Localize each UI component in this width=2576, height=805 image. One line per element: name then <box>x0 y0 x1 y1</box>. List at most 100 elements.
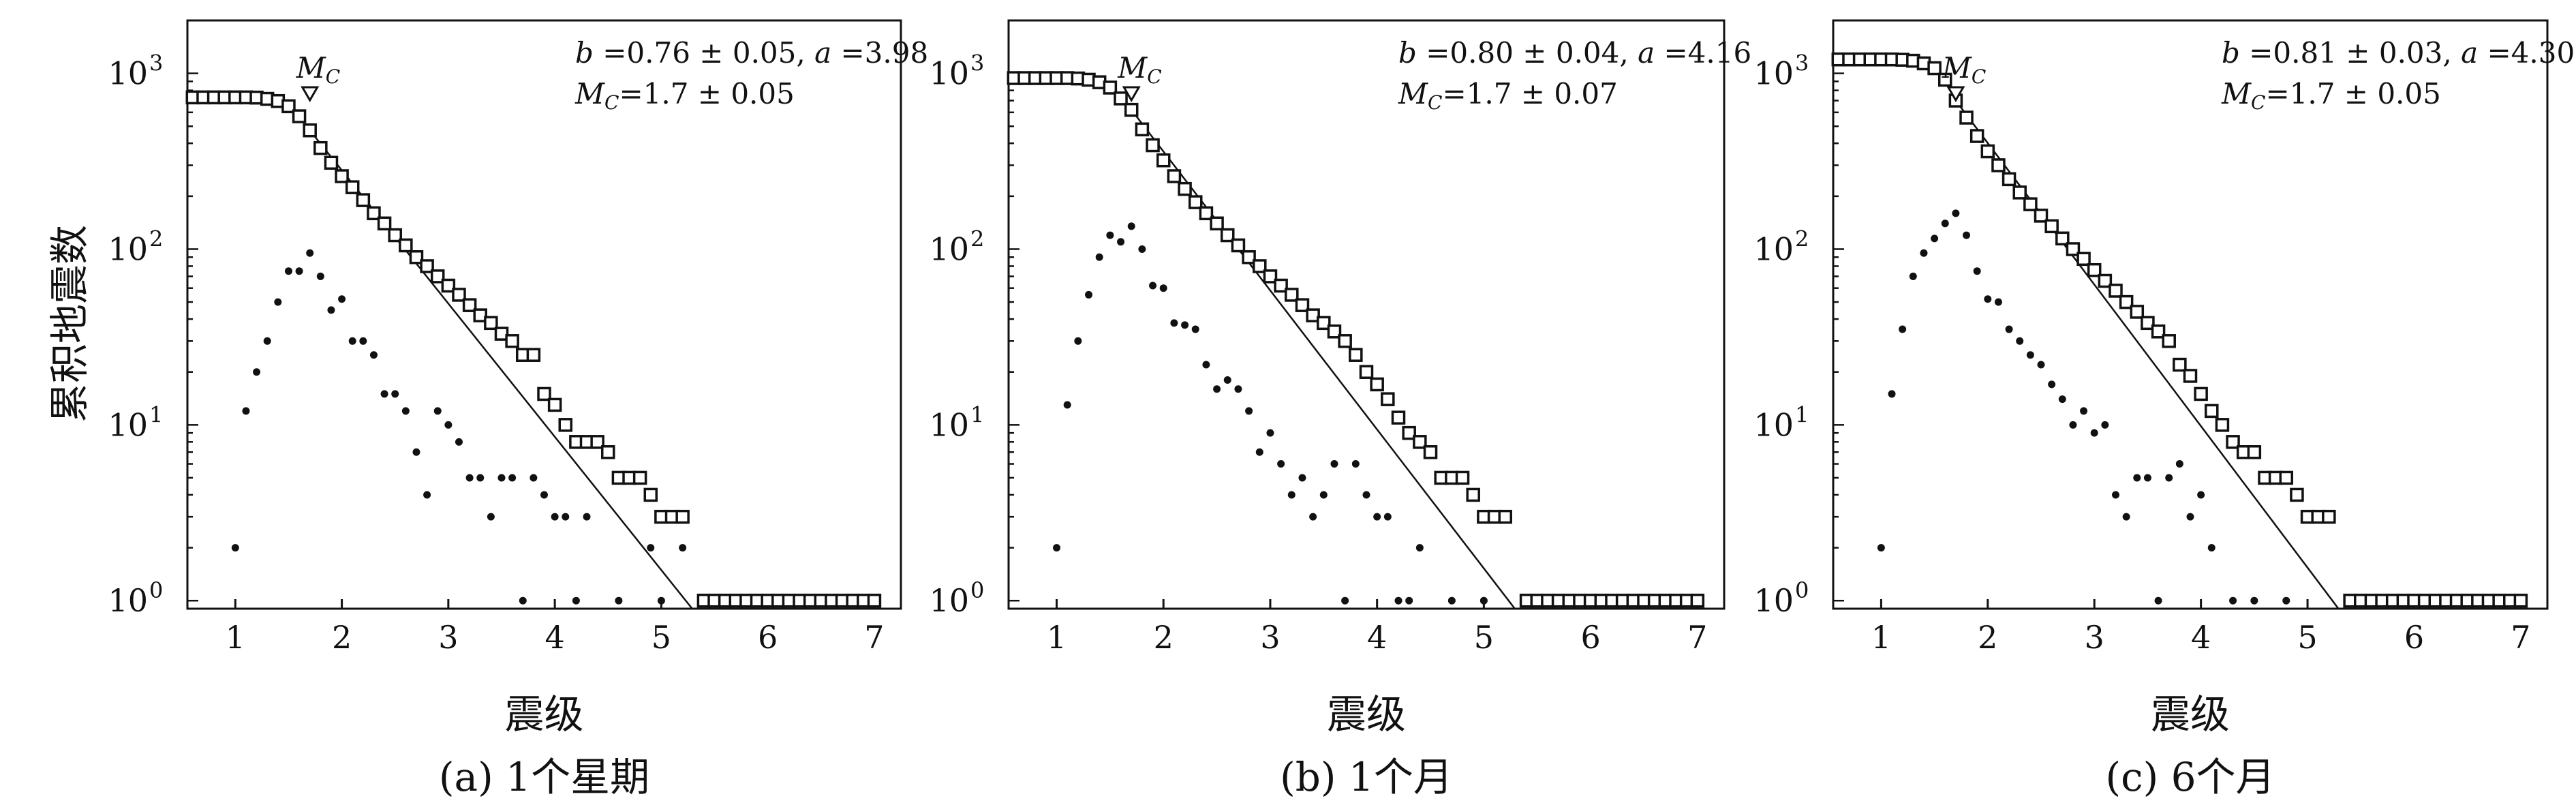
y-tick-label: 10 <box>929 55 969 92</box>
cumulative-square-marker <box>2012 185 2027 200</box>
cumulative-square-marker <box>1980 144 1995 159</box>
cumulative-square-marker <box>2034 209 2049 223</box>
cumulative-square-marker <box>505 334 519 348</box>
cumulative-square-marker <box>462 298 477 312</box>
incremental-dot-marker <box>412 448 420 456</box>
cumulative-square-marker <box>1466 487 1480 502</box>
cumulative-square-marker <box>2183 369 2198 383</box>
annotation-a-value: =4.30 <box>2478 36 2575 70</box>
annotation-b-value: =0.81 ± 0.03, <box>2240 36 2461 70</box>
incremental-dot-marker <box>1245 407 1253 415</box>
cumulative-square-marker <box>1103 80 1118 95</box>
cumulative-square-marker <box>2226 435 2240 449</box>
mc-label-m: M <box>1942 51 1972 85</box>
y-tick-base: 10 <box>1753 230 1794 267</box>
cumulative-square-marker <box>2151 324 2166 339</box>
annotation-mc-value: =1.7 ± 0.05 <box>2265 77 2440 110</box>
cumulative-square-marker <box>356 193 371 207</box>
incremental-dot-marker <box>1909 272 1917 280</box>
cumulative-square-marker <box>1189 195 1203 209</box>
annotation-b-value: =0.80 ± 0.04, <box>1417 36 1638 70</box>
cumulative-square-marker <box>345 180 360 194</box>
incremental-dot-marker <box>1899 325 1907 333</box>
incremental-dot-marker <box>444 421 453 429</box>
cumulative-square-marker <box>1199 206 1214 221</box>
incremental-dot-marker <box>1074 337 1082 345</box>
x-tick-label: 3 <box>438 619 458 656</box>
cumulative-square-marker <box>1221 228 1235 243</box>
y-tick-base: 10 <box>108 230 148 267</box>
cumulative-square-marker <box>867 593 882 608</box>
cumulative-square-marker <box>1937 72 1952 87</box>
incremental-dot-marker <box>1063 401 1071 409</box>
incremental-dot-marker <box>316 272 324 280</box>
cumulative-square-marker <box>1455 470 1470 485</box>
cumulative-square-marker <box>1927 61 1942 76</box>
x-tick-label: 5 <box>1474 619 1494 656</box>
cumulative-square-marker <box>324 155 339 170</box>
incremental-dot-marker <box>380 390 388 398</box>
incremental-dot-marker <box>2133 474 2141 482</box>
incremental-dot-marker <box>530 474 538 482</box>
y-tick-exponent: 0 <box>149 577 163 603</box>
cumulative-square-marker <box>1370 377 1384 392</box>
incremental-dot-marker <box>2026 351 2034 359</box>
annotation-mc-value: =1.7 ± 0.05 <box>619 77 794 110</box>
cumulative-square-marker <box>2023 197 2038 211</box>
cumulative-square-marker <box>2076 252 2091 267</box>
cumulative-square-marker <box>2205 404 2219 419</box>
cumulative-square-marker <box>1253 259 1267 273</box>
annotation-mc-sub: C <box>2251 91 2265 114</box>
incremental-dot-marker <box>2048 380 2056 389</box>
incremental-dot-marker <box>1963 231 1971 239</box>
panel-caption: (c) 6个月 <box>2105 754 2275 800</box>
incremental-dot-marker <box>369 351 378 359</box>
annotation-b: b <box>1398 36 1417 70</box>
cumulative-square-marker <box>2055 231 2070 246</box>
incremental-dot-marker <box>2207 544 2215 552</box>
cumulative-square-marker <box>526 348 541 362</box>
incremental-dot-marker <box>2080 407 2088 415</box>
fit-line <box>1131 109 1516 609</box>
cumulative-square-marker <box>1690 593 1705 608</box>
cumulative-square-marker <box>1381 392 1395 406</box>
annotation-b-value: =0.76 ± 0.05, <box>594 36 814 70</box>
incremental-dot-marker <box>1159 284 1167 292</box>
annotation-line-2: MC=1.7 ± 0.05 <box>574 77 795 114</box>
plot-frame <box>1007 19 1726 610</box>
incremental-dot-marker <box>1277 460 1285 468</box>
incremental-dot-marker <box>551 513 559 521</box>
cumulative-square-marker <box>2322 509 2336 524</box>
cumulative-square-marker <box>1114 91 1128 106</box>
cumulative-square-marker <box>1210 216 1224 231</box>
cumulative-square-marker <box>1959 110 1974 125</box>
incremental-dot-marker <box>348 337 356 345</box>
annotation-a-value: =3.98 <box>831 36 928 70</box>
incremental-dot-marker <box>263 337 271 345</box>
mc-label-sub: C <box>1972 65 1986 88</box>
incremental-dot-marker <box>1095 253 1103 261</box>
incremental-dot-marker <box>1223 376 1231 384</box>
x-tick-label: 4 <box>545 619 564 656</box>
cumulative-square-marker <box>281 99 296 114</box>
annotation-b: b <box>2222 36 2240 70</box>
y-tick-label: 10 <box>929 582 969 619</box>
y-tick-exponent: 3 <box>1795 50 1809 76</box>
cumulative-square-marker <box>420 259 434 273</box>
incremental-dot-marker <box>1106 231 1114 239</box>
cumulative-square-marker <box>1156 153 1171 168</box>
incremental-dot-marker <box>2175 460 2183 468</box>
y-tick-base: 10 <box>1753 406 1794 443</box>
y-tick-base: 10 <box>1753 55 1794 92</box>
cumulative-square-marker <box>2066 242 2081 256</box>
annotation-a: a <box>1638 36 1655 70</box>
cumulative-square-marker <box>2215 418 2230 432</box>
cumulative-square-marker <box>1263 269 1278 284</box>
incremental-dot-marker <box>487 513 495 521</box>
x-tick-label: 2 <box>332 619 352 656</box>
y-tick-base: 10 <box>929 55 969 92</box>
plot-frame <box>1832 19 2549 610</box>
incremental-dot-marker <box>1309 513 1317 521</box>
y-tick-label: 10 <box>929 406 969 443</box>
annotation-mc-sub: C <box>604 91 619 114</box>
